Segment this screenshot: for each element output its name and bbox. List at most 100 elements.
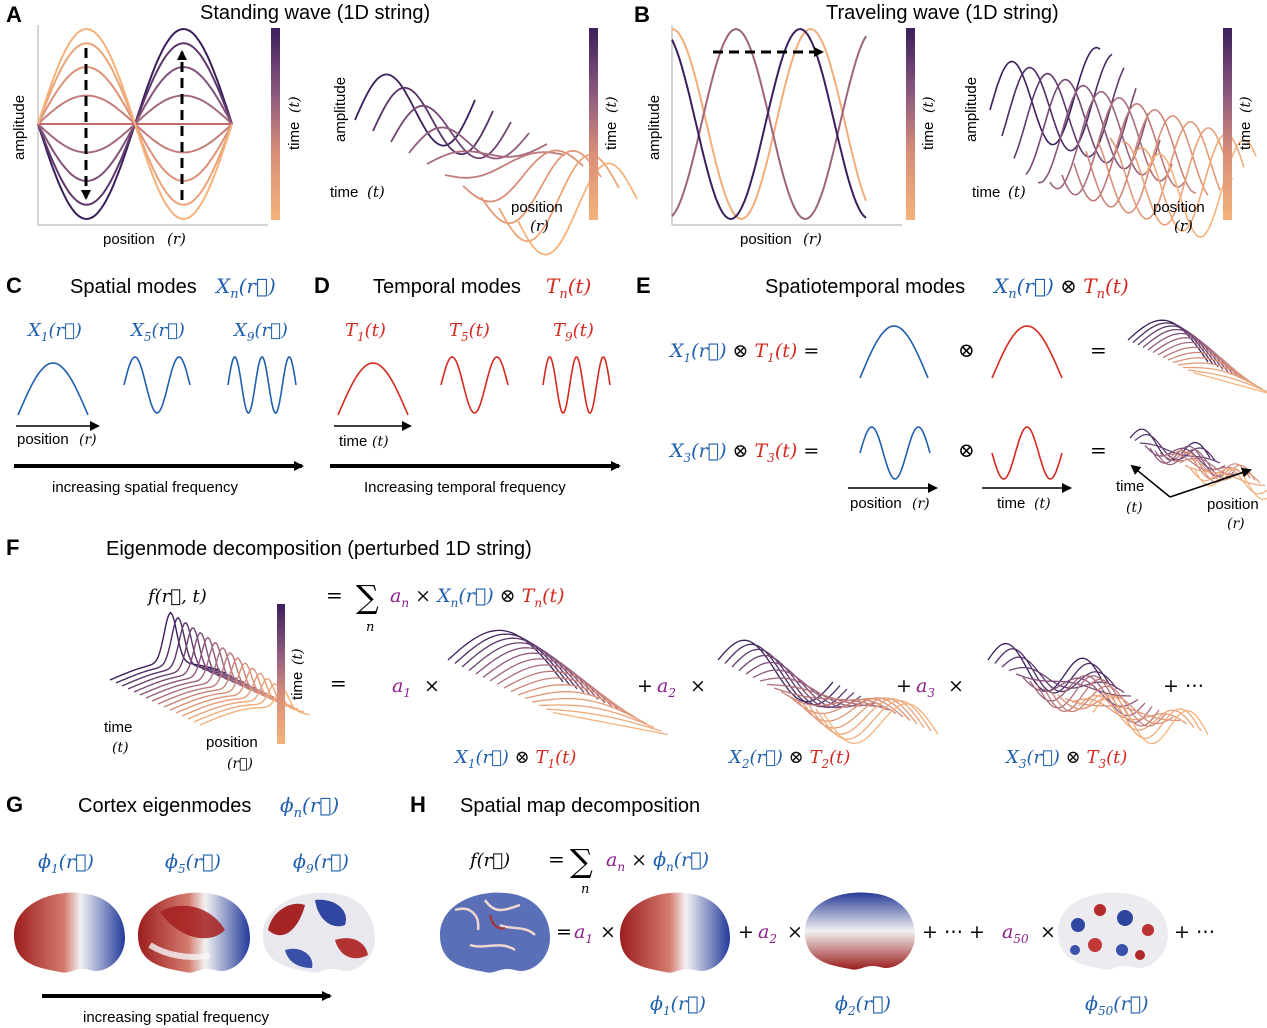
brain-phi9 bbox=[263, 892, 375, 973]
panel-a-xlabel: position bbox=[103, 231, 155, 248]
h-a2: a2 bbox=[758, 921, 777, 946]
g-phi5-label: ϕ5(r⃗) bbox=[165, 851, 221, 876]
e-surface3-line bbox=[1129, 428, 1211, 461]
e-surface3-line bbox=[1139, 442, 1221, 464]
mode-surface-3-line bbox=[1008, 666, 1125, 694]
spatial-axis-label: position bbox=[17, 431, 69, 448]
e-surface1-line bbox=[1132, 322, 1214, 365]
standing-wave-plot bbox=[37, 25, 268, 226]
f-term3-label: X3(r⃗) ⊗ T3(t) bbox=[1004, 747, 1127, 771]
f-sum-symbol: ∑ bbox=[356, 578, 379, 616]
temporal-mode-5-curve bbox=[440, 356, 509, 414]
traveling-wave-3d-line bbox=[1145, 139, 1257, 238]
panel-b-3d-xlabel: position bbox=[1153, 199, 1205, 216]
e-surface3-line bbox=[1159, 452, 1241, 476]
panel-a-3d-xvar: (r) bbox=[530, 217, 549, 235]
traveling-wave-3d-line bbox=[1049, 90, 1161, 190]
mode-surface-2-line bbox=[801, 697, 918, 729]
panel-a-title: Standing wave (1D string) bbox=[200, 2, 430, 24]
traveling-wave-3d-line bbox=[989, 46, 1101, 146]
h-sum-symbol: ∑ bbox=[570, 842, 593, 880]
f-ellipsis: + ⋯ bbox=[1163, 675, 1204, 697]
panel-b-timebar bbox=[906, 28, 915, 220]
mode-surface-1-line bbox=[454, 633, 571, 686]
panel-b-ylabel: amplitude bbox=[646, 95, 663, 160]
mode-surface-2-line bbox=[780, 690, 897, 715]
panel-c-title: Spatial modes bbox=[70, 276, 197, 298]
e-3d-time-label: time bbox=[1116, 478, 1144, 495]
panel-h-title: Spatial map decomposition bbox=[460, 795, 700, 817]
f-term2-label: X2(r⃗) ⊗ T2(t) bbox=[727, 747, 850, 771]
e-surface1-line bbox=[1187, 369, 1267, 393]
perturbed-3d-line bbox=[133, 631, 245, 693]
panel-b-3d-time-label: time bbox=[1237, 122, 1254, 150]
panel-f-timebar bbox=[277, 604, 285, 744]
e-t3-curve bbox=[991, 426, 1063, 480]
panel-d-letter: D bbox=[314, 273, 330, 298]
brain-h-phi2 bbox=[805, 892, 915, 970]
e-row2-equals: = bbox=[1090, 438, 1107, 462]
mode-surface-2-line bbox=[717, 639, 834, 703]
panel-b-3d-timebar bbox=[1223, 28, 1232, 220]
temporal-mode-1-curve bbox=[337, 362, 409, 416]
standing-wave-3d-line bbox=[354, 73, 476, 147]
h-phi50-label: ϕ50(r⃗) bbox=[1085, 993, 1149, 1018]
mode-surface-1-line bbox=[531, 697, 648, 725]
mode-surface-3-line bbox=[1092, 695, 1209, 745]
panel-f-time-var: (t) bbox=[290, 648, 306, 665]
panel-b-time-var: (t) bbox=[921, 96, 937, 113]
mode-surface-3-line bbox=[1022, 677, 1139, 707]
panel-h-letter: H bbox=[410, 792, 426, 817]
f-a1: a1 bbox=[392, 675, 411, 700]
e-row1-equals: = bbox=[1090, 338, 1107, 362]
mode-surface-3-line bbox=[1064, 697, 1180, 722]
f-sum-index: n bbox=[366, 620, 374, 635]
panel-a-ylabel: amplitude bbox=[11, 95, 28, 160]
e-3d-time-var: (t) bbox=[1126, 500, 1143, 516]
panel-a-3d-time-var: (t) bbox=[604, 96, 620, 113]
standing-wave-3d bbox=[354, 73, 638, 256]
panel-a-timebar bbox=[271, 28, 280, 220]
panel-a-3d-tlabel: time bbox=[330, 184, 358, 201]
panel-a-time-var: (t) bbox=[287, 96, 303, 113]
traveling-wave-line bbox=[671, 27, 867, 221]
standing-wave-3d-line bbox=[426, 143, 548, 165]
f-lhs: f(r⃗, t) bbox=[146, 586, 207, 607]
e-t1-curve bbox=[991, 325, 1063, 379]
temporal-mode-5-label: T5(t) bbox=[449, 320, 490, 344]
mode-surface-2-line bbox=[766, 683, 883, 708]
mode-surface-3-line bbox=[1029, 675, 1146, 717]
perturbed-3d-line bbox=[109, 611, 221, 681]
f-times-2: × bbox=[690, 675, 706, 697]
h-a1: a1 bbox=[574, 921, 593, 946]
traveling-wave-3d-line bbox=[1013, 67, 1125, 159]
panel-b-3d-tlabel: time bbox=[972, 184, 1000, 201]
mode-surface-2-line bbox=[815, 700, 932, 740]
spatial-axis-var: (r) bbox=[79, 432, 97, 448]
e-time-label: time bbox=[997, 495, 1025, 512]
panel-b-3d-time-var: (t) bbox=[1238, 96, 1254, 113]
e-surface3-line bbox=[1134, 433, 1216, 461]
spatial-mode-1-label: X1(r⃗) bbox=[26, 320, 82, 344]
mode-surface-1-line bbox=[524, 691, 641, 722]
mode-surface-3-line bbox=[987, 642, 1104, 692]
h-ellipsis: + ⋯ bbox=[1174, 921, 1215, 943]
f-3d-time-label: time bbox=[104, 719, 132, 736]
mode-surface-3-line bbox=[1043, 678, 1160, 727]
temporal-mode-curves bbox=[337, 356, 611, 416]
panel-d-title-math: Tn(t) bbox=[546, 274, 591, 302]
panel-f-title: Eigenmode decomposition (perturbed 1D st… bbox=[106, 538, 532, 560]
spatial-mode-9-label: X9(r⃗) bbox=[232, 320, 288, 344]
temporal-axis-label: time bbox=[339, 433, 367, 450]
mode-surface-1-line bbox=[475, 647, 592, 697]
e-3d-time-axis bbox=[1130, 464, 1171, 498]
mode-surface-2-line bbox=[822, 703, 939, 744]
e-surface3-line bbox=[1149, 445, 1231, 478]
spatial-mode-9-curve bbox=[227, 356, 297, 414]
mode-surface-2-line bbox=[731, 648, 848, 708]
f-sum-terms: an × Xn(r⃗) ⊗ Tn(t) bbox=[390, 585, 565, 610]
spatiotemporal-curves bbox=[859, 319, 1267, 500]
e-surface1-line bbox=[1183, 366, 1264, 391]
e-x1-curve bbox=[859, 325, 929, 379]
panel-a-3d-time-label: time bbox=[603, 122, 620, 150]
